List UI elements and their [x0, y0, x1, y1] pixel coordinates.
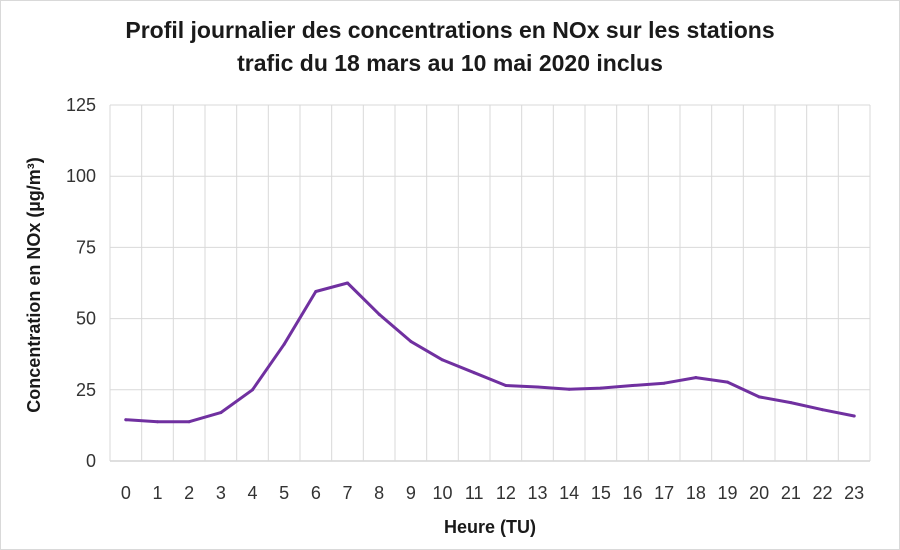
x-tick-label: 13: [527, 483, 547, 503]
data-point: [567, 387, 571, 391]
x-tick-label: 8: [374, 483, 384, 503]
x-tick-label: 6: [311, 483, 321, 503]
y-axis-label: Concentration en NOx (µg/m³): [24, 157, 44, 412]
data-point: [377, 312, 381, 316]
x-tick-label: 17: [654, 483, 674, 503]
x-tick-label: 23: [844, 483, 864, 503]
data-point: [124, 418, 128, 422]
x-tick-label: 2: [184, 483, 194, 503]
data-point: [156, 420, 159, 424]
data-point: [536, 385, 539, 389]
data-point: [726, 380, 729, 384]
chart-title-line-2: trafic du 18 mars au 10 mai 2020 inclus: [237, 50, 663, 76]
gridlines: [109, 104, 871, 462]
data-point: [187, 420, 191, 424]
data-point: [599, 386, 603, 390]
y-tick-label: 25: [76, 380, 96, 400]
x-tick-label: 9: [406, 483, 416, 503]
y-tick-label: 0: [86, 451, 96, 471]
x-tick-label: 22: [812, 483, 832, 503]
nox-series-line: [124, 281, 856, 424]
y-tick-label: 50: [76, 309, 96, 329]
x-tick-label: 14: [559, 483, 579, 503]
data-point: [694, 376, 698, 380]
data-point: [789, 401, 793, 405]
data-point: [441, 358, 444, 362]
y-tick-label: 125: [66, 95, 96, 115]
data-point: [314, 290, 318, 294]
x-tick-label: 18: [686, 483, 706, 503]
x-tick-label: 10: [432, 483, 452, 503]
data-point: [757, 395, 761, 399]
x-tick-label: 21: [781, 483, 801, 503]
data-point: [409, 339, 413, 343]
x-tick-label: 16: [622, 483, 642, 503]
x-tick-label: 11: [465, 483, 484, 503]
chart-title-line-1: Profil journalier des concentrations en …: [125, 17, 775, 43]
y-tick-label: 100: [66, 166, 96, 186]
x-tick-label: 15: [591, 483, 611, 503]
x-tick-label: 1: [152, 483, 162, 503]
data-point: [219, 411, 223, 415]
x-tick-label: 12: [496, 483, 516, 503]
data-point: [852, 414, 856, 418]
data-point: [472, 371, 476, 375]
x-axis-label: Heure (TU): [444, 517, 536, 537]
data-point: [282, 342, 286, 346]
data-point: [504, 384, 508, 388]
chart-title: Profil journalier des concentrations en …: [0, 14, 900, 80]
series-layer: [124, 281, 856, 424]
x-tick-label: 3: [216, 483, 226, 503]
data-point: [251, 388, 254, 392]
data-point: [821, 408, 824, 412]
data-point: [662, 381, 666, 385]
data-point: [631, 384, 634, 388]
data-point: [346, 281, 349, 285]
x-tick-label: 5: [279, 483, 289, 503]
x-tick-label: 19: [717, 483, 737, 503]
x-tick-label: 0: [121, 483, 131, 503]
x-tick-label: 7: [342, 483, 352, 503]
x-tick-label: 4: [247, 483, 257, 503]
x-tick-label: 20: [749, 483, 769, 503]
y-tick-label: 75: [76, 237, 96, 257]
